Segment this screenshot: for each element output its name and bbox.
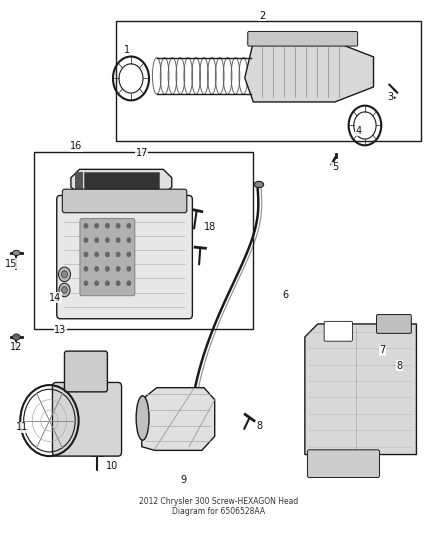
Circle shape bbox=[95, 281, 99, 285]
Circle shape bbox=[62, 287, 67, 293]
Text: 15: 15 bbox=[5, 259, 17, 269]
Circle shape bbox=[117, 253, 120, 256]
Ellipse shape bbox=[13, 251, 20, 255]
Circle shape bbox=[117, 281, 120, 285]
Text: 4: 4 bbox=[356, 126, 361, 136]
Circle shape bbox=[127, 281, 131, 285]
FancyBboxPatch shape bbox=[377, 314, 411, 333]
Text: 7: 7 bbox=[379, 345, 385, 355]
Circle shape bbox=[127, 238, 131, 242]
Text: 13: 13 bbox=[54, 325, 66, 335]
Circle shape bbox=[61, 271, 67, 278]
Circle shape bbox=[95, 238, 99, 242]
Circle shape bbox=[127, 224, 131, 228]
Text: 14: 14 bbox=[49, 293, 61, 303]
Circle shape bbox=[127, 266, 131, 271]
Circle shape bbox=[95, 266, 99, 271]
Circle shape bbox=[84, 266, 88, 271]
Text: 18: 18 bbox=[204, 222, 216, 232]
FancyBboxPatch shape bbox=[64, 351, 107, 392]
Circle shape bbox=[106, 224, 109, 228]
Circle shape bbox=[84, 253, 88, 256]
Circle shape bbox=[106, 253, 109, 256]
Circle shape bbox=[84, 238, 88, 242]
Circle shape bbox=[117, 238, 120, 242]
FancyBboxPatch shape bbox=[53, 383, 122, 456]
Circle shape bbox=[127, 253, 131, 256]
Text: 1: 1 bbox=[124, 45, 130, 55]
Text: 10: 10 bbox=[106, 461, 118, 471]
Ellipse shape bbox=[136, 396, 149, 440]
FancyBboxPatch shape bbox=[62, 189, 187, 213]
Ellipse shape bbox=[254, 181, 264, 188]
Text: 5: 5 bbox=[332, 162, 338, 172]
Polygon shape bbox=[245, 42, 374, 102]
Ellipse shape bbox=[13, 334, 20, 340]
Text: 2012 Chrysler 300 Screw-HEXAGON Head
Diagram for 6506528AA: 2012 Chrysler 300 Screw-HEXAGON Head Dia… bbox=[139, 497, 299, 516]
Circle shape bbox=[117, 224, 120, 228]
Circle shape bbox=[106, 238, 109, 242]
Text: 11: 11 bbox=[16, 422, 28, 432]
Text: 2: 2 bbox=[259, 11, 265, 21]
Circle shape bbox=[59, 283, 70, 297]
FancyBboxPatch shape bbox=[248, 31, 358, 46]
Text: 12: 12 bbox=[10, 343, 23, 352]
Circle shape bbox=[95, 224, 99, 228]
Bar bbox=[35, 151, 253, 329]
Text: 8: 8 bbox=[396, 361, 403, 371]
Polygon shape bbox=[71, 169, 172, 195]
Circle shape bbox=[58, 267, 71, 281]
FancyBboxPatch shape bbox=[80, 219, 135, 296]
Text: 9: 9 bbox=[181, 474, 187, 484]
Text: 16: 16 bbox=[71, 141, 83, 151]
Bar bbox=[116, 21, 421, 141]
Circle shape bbox=[106, 266, 109, 271]
FancyBboxPatch shape bbox=[307, 450, 380, 478]
FancyBboxPatch shape bbox=[84, 173, 159, 191]
Circle shape bbox=[84, 224, 88, 228]
Circle shape bbox=[106, 281, 109, 285]
FancyBboxPatch shape bbox=[324, 321, 353, 341]
Circle shape bbox=[84, 281, 88, 285]
Circle shape bbox=[95, 253, 99, 256]
Circle shape bbox=[117, 266, 120, 271]
FancyBboxPatch shape bbox=[75, 173, 83, 191]
Polygon shape bbox=[142, 387, 215, 450]
Text: 17: 17 bbox=[135, 148, 148, 158]
Polygon shape bbox=[305, 324, 417, 455]
Text: 6: 6 bbox=[283, 290, 289, 300]
Text: 8: 8 bbox=[257, 421, 263, 431]
FancyBboxPatch shape bbox=[57, 196, 192, 319]
Text: 3: 3 bbox=[388, 92, 394, 102]
